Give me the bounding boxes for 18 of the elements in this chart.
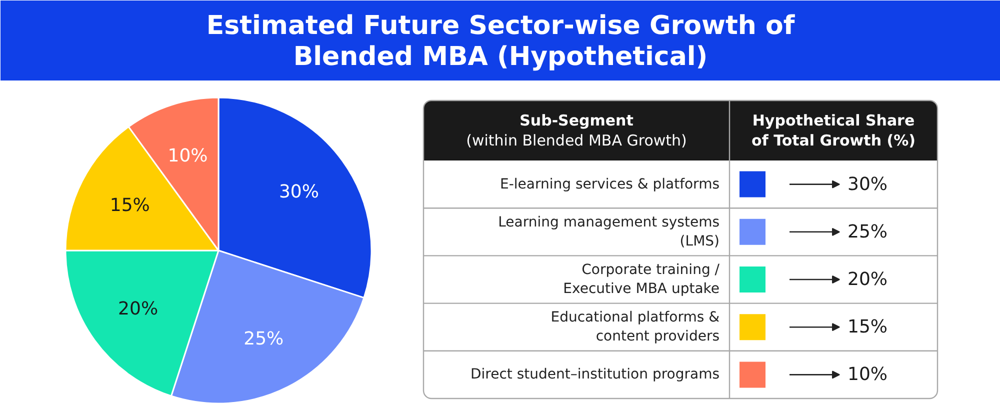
legend-label: Corporate training / Executive MBA uptake bbox=[563, 262, 720, 297]
text: 25% bbox=[848, 221, 888, 242]
text: 15% bbox=[848, 316, 888, 338]
data-label: 20% bbox=[118, 298, 158, 320]
data-label: 15% bbox=[110, 194, 150, 216]
data-label: 10% bbox=[168, 145, 208, 166]
data-label: 25% bbox=[244, 328, 284, 350]
chart-title: Estimated Future Sector-wise Growth of Blended MBA (Hypothetical) bbox=[206, 11, 796, 72]
text: 20% bbox=[848, 269, 888, 290]
legend-label: Educational platforms & content providers bbox=[550, 310, 720, 345]
legend-label: E-learning services & platforms bbox=[500, 176, 720, 192]
legend-label: Learning management systems (LMS) bbox=[498, 214, 720, 250]
text: 10% bbox=[848, 364, 888, 386]
text: 30% bbox=[848, 174, 888, 195]
text: Hypothetical Share of Total Growth (%) bbox=[752, 112, 916, 150]
legend-title: Sub-Segment (within Blended MBA Growth) bbox=[466, 112, 687, 150]
legend-label: Direct student–institution programs bbox=[470, 366, 720, 383]
data-label: 30% bbox=[278, 182, 319, 203]
